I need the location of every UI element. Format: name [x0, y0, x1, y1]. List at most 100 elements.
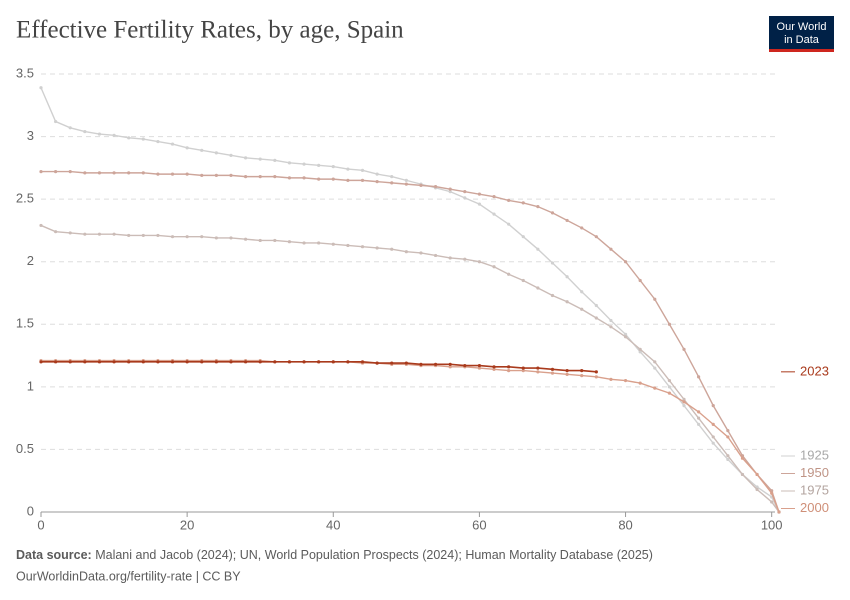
point	[112, 171, 116, 175]
point	[653, 366, 657, 370]
point	[536, 370, 540, 374]
line	[40, 224, 780, 513]
logo-text[interactable]: Our World	[777, 21, 827, 33]
point	[83, 171, 87, 175]
point	[711, 441, 715, 445]
point	[68, 231, 72, 235]
point	[667, 385, 671, 389]
point	[360, 245, 365, 249]
url[interactable]: OurWorldinData.org/fertility-rate | CC B…	[16, 569, 241, 583]
point	[317, 241, 321, 245]
point	[755, 487, 759, 492]
point	[83, 129, 87, 134]
point	[302, 241, 306, 245]
point	[623, 260, 628, 264]
point	[258, 175, 262, 179]
point	[682, 347, 686, 351]
logo[interactable]: Our World in Data	[769, 16, 834, 52]
series	[39, 223, 781, 514]
point	[243, 360, 248, 364]
point	[580, 368, 584, 373]
point	[317, 177, 321, 181]
point	[667, 322, 671, 326]
point	[521, 278, 525, 283]
point	[536, 286, 540, 290]
point	[214, 173, 218, 177]
point	[214, 151, 218, 155]
point	[54, 119, 58, 124]
point	[477, 366, 482, 370]
point	[375, 246, 379, 250]
point	[492, 365, 496, 369]
point	[331, 242, 335, 246]
point	[39, 86, 43, 90]
point	[726, 457, 730, 462]
point	[141, 171, 145, 175]
y-tick-label: 2.5	[16, 191, 34, 206]
point	[623, 335, 628, 339]
point	[156, 233, 160, 238]
point	[127, 136, 131, 140]
point	[448, 190, 452, 194]
point	[492, 212, 496, 216]
logo-text[interactable]: in Data	[784, 34, 820, 46]
point	[390, 247, 394, 251]
point	[507, 365, 511, 369]
line	[40, 87, 780, 513]
point	[346, 167, 350, 171]
point	[404, 250, 408, 254]
point	[492, 265, 496, 269]
point	[638, 347, 642, 351]
point	[127, 360, 131, 364]
point	[536, 205, 540, 209]
point	[623, 332, 628, 336]
series	[39, 360, 598, 374]
point	[667, 391, 671, 395]
point	[463, 363, 467, 368]
point	[156, 360, 160, 364]
point	[214, 360, 218, 364]
point	[390, 181, 394, 185]
point	[726, 429, 730, 433]
point	[521, 368, 525, 373]
point	[97, 171, 102, 175]
point	[390, 175, 394, 179]
point	[229, 236, 233, 240]
point	[54, 170, 58, 174]
logo-bar	[769, 49, 834, 52]
x-tick-label: 20	[180, 517, 194, 532]
point	[697, 410, 701, 414]
point	[258, 238, 262, 243]
point	[331, 165, 335, 169]
point	[492, 195, 496, 199]
point	[170, 142, 175, 146]
point	[565, 372, 569, 376]
point	[521, 201, 525, 205]
point	[200, 235, 204, 239]
point	[521, 366, 525, 370]
point	[638, 350, 642, 354]
point	[360, 360, 365, 364]
point	[346, 243, 350, 248]
point	[609, 325, 613, 329]
point	[755, 472, 759, 477]
point	[39, 170, 43, 174]
point	[83, 360, 87, 364]
point	[697, 422, 701, 426]
point	[185, 172, 189, 176]
point	[492, 367, 496, 371]
point	[156, 172, 160, 176]
point	[507, 198, 511, 202]
point	[550, 367, 555, 371]
point	[346, 178, 350, 182]
point	[243, 175, 248, 179]
point	[448, 256, 452, 260]
point	[770, 500, 774, 504]
point	[477, 260, 482, 264]
point	[463, 257, 467, 261]
point	[609, 247, 613, 251]
point	[214, 236, 218, 240]
point	[580, 373, 584, 378]
logo-box[interactable]	[769, 16, 834, 52]
